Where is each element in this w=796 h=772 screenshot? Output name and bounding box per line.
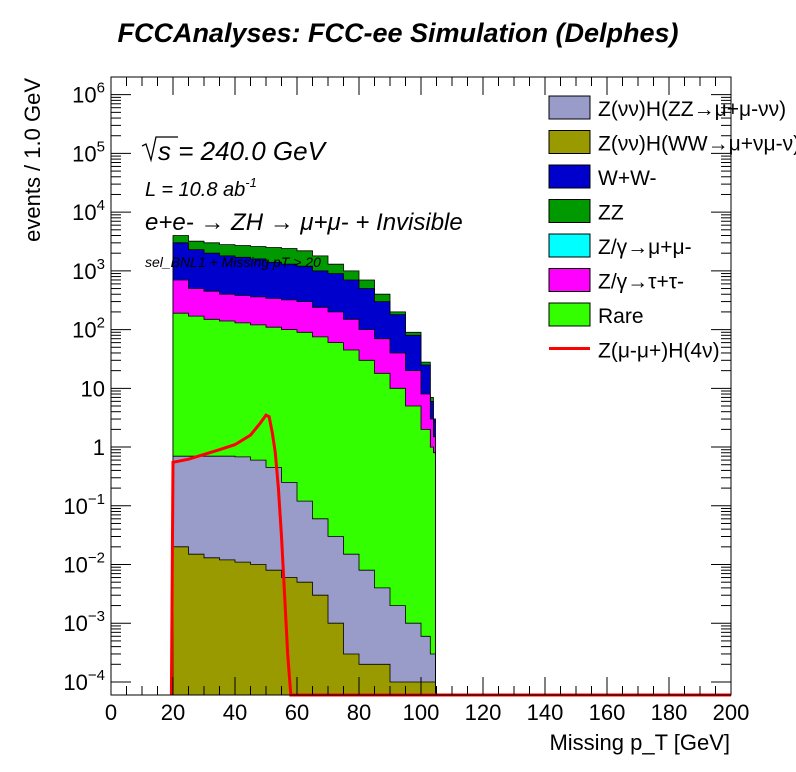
annotation-process: e+e- → ZH → μ+μ- + Invisible [145, 209, 463, 236]
plot-area [169, 235, 731, 697]
y-tick-label: 1 [93, 435, 105, 460]
annotation-selection: sel_BNL1 + Missing pT > 20 [145, 254, 321, 270]
y-tick-label: 106 [72, 80, 105, 108]
legend-label: Z/γ→τ+τ- [598, 271, 684, 294]
y-tick-label: 102 [72, 315, 105, 343]
legend-label: W+W- [598, 167, 657, 190]
sqrt-icon [141, 136, 178, 163]
x-tick-label: 60 [285, 700, 309, 725]
x-axis-label: Missing p_T [GeV] [549, 730, 730, 755]
y-tick-label: 10−3 [63, 608, 105, 636]
x-tick-label: 140 [527, 700, 564, 725]
x-tick-label: 120 [465, 700, 502, 725]
y-tick-label: 104 [72, 197, 105, 225]
legend-swatch [548, 164, 591, 189]
legend-label: ZZ [598, 202, 624, 225]
legend-label: Z(μ-μ+)H(4ν) [598, 340, 720, 363]
legend-label: Z(νν)H(ZZ→μ+μ-νν) [598, 98, 786, 121]
y-axis-label: events / 1.0 GeV [20, 78, 45, 242]
x-tick-label: 20 [161, 700, 185, 725]
y-tick-label: 103 [72, 256, 105, 284]
x-tick-label: 80 [347, 700, 371, 725]
series-area [172, 546, 436, 696]
legend-swatch [548, 130, 591, 154]
y-tick-label: 10−4 [63, 667, 105, 695]
legend-swatch [548, 302, 591, 327]
legend-swatch [548, 268, 591, 292]
y-tick-label: 10 [81, 376, 105, 401]
legend-swatch [548, 233, 591, 258]
legend: Z(νν)H(ZZ→μ+μ-νν) Z(νν)H(WW→μ+νμ-ν) W+W- ZZ… [548, 95, 796, 363]
y-tick-label: 10−1 [63, 491, 105, 519]
y-tick-label: 105 [72, 138, 105, 166]
legend-label: Z(νν)H(WW→μ+νμ-ν) [598, 133, 796, 156]
annotation-energy: s = 240.0 GeV [158, 136, 328, 166]
annotations: s = 240.0 GeV L = 10.8 ab-1 e+e- → ZH → μ+… [141, 136, 463, 270]
x-tick-label: 0 [105, 700, 117, 725]
x-tick-label: 160 [589, 700, 626, 725]
legend-swatch [548, 199, 591, 223]
legend-swatch [548, 95, 591, 120]
y-tick-label: 10−2 [63, 550, 105, 578]
x-tick-label: 200 [713, 700, 750, 725]
x-tick-label: 40 [223, 700, 247, 725]
legend-label: Z/γ→μ+μ- [598, 236, 692, 259]
x-tick-label: 180 [651, 700, 688, 725]
chart-title: FCCAnalyses: FCC-ee Simulation (Delphes) [117, 18, 679, 48]
x-tick-label: 100 [403, 700, 440, 725]
legend-label: Rare [598, 305, 644, 328]
annotation-lumi: L = 10.8 ab-1 [145, 175, 257, 201]
